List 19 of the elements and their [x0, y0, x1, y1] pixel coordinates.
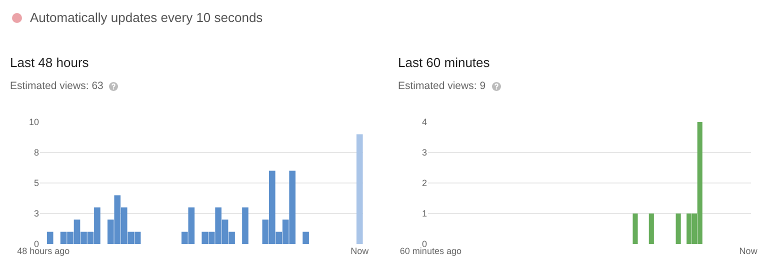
chart-title: Last 60 minutes	[398, 55, 491, 70]
bar	[242, 207, 248, 244]
y-tick-label: 5	[34, 178, 39, 188]
y-tick-label: 4	[422, 117, 427, 128]
x-tick-label: Now	[350, 246, 370, 256]
y-tick-label: 8	[34, 148, 39, 158]
chart-title: Last 48 hours	[10, 55, 90, 70]
y-tick-label: 1	[422, 208, 427, 219]
bar	[302, 232, 309, 244]
bar	[356, 134, 363, 244]
text: Automatically updates every 10 seconds	[30, 10, 263, 25]
y-tick-label: 2	[422, 178, 427, 188]
y-tick-label: 10	[28, 117, 39, 128]
x-tick-label: Now	[739, 246, 758, 256]
y-tick-label: 3	[34, 208, 39, 219]
chart-subtitle: Estimated views: 63	[10, 80, 104, 92]
y-tick-label: 3	[422, 148, 427, 158]
chart-subtitle: Estimated views: 9	[398, 80, 486, 92]
bar	[46, 232, 54, 244]
